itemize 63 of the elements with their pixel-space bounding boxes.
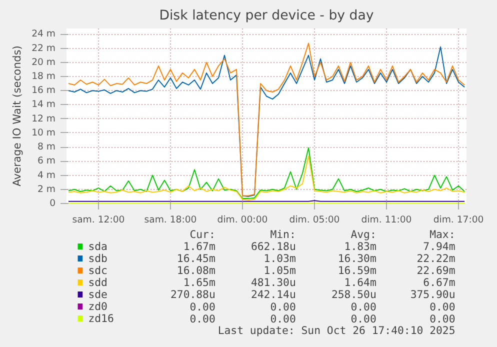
y-tick-label: 18 m [32,70,56,82]
legend-label: sdc [88,264,108,277]
text: 6.67m [423,276,456,289]
x-tick-label: dim. 11:00 [361,214,412,226]
text: 16.45m [176,252,216,265]
x-tick-label: dim. 05:00 [289,214,340,226]
x-tick-label: dim. 00:00 [217,214,268,226]
text: 1.05m [264,264,296,277]
text: 1.65m [183,276,216,289]
legend-label: zd16 [88,312,114,325]
y-tick-label: 24 m [32,28,56,40]
y-tick-label: 22 m [32,42,56,54]
text: 7.94m [423,240,456,253]
y-tick-label: 12 m [32,113,56,124]
y-tick-label: 16 m [32,85,56,96]
x-tick-label: sam. 12:00 [72,214,125,226]
text: Cur: [190,228,216,241]
y-axis-title: Average IO Wait (seconds) [10,46,24,186]
y-tick-label: 2 m [38,184,56,195]
text: 0.00 [190,300,216,314]
legend-label: sdb [88,252,108,265]
legend-label: sdd [88,276,108,289]
text: 0.00 [430,300,456,314]
text: 0.00 [190,312,216,326]
text: 22.22m [416,252,456,265]
chart-title: Disk latency per device - by day [159,8,374,24]
text: 1.83m [344,240,376,253]
text: 0.00 [350,312,376,326]
text: 0.00 [270,300,296,314]
text: 16.59m [338,264,376,277]
legend-label: zd0 [88,300,108,313]
y-tick-label: 6 m [38,156,56,167]
y-tick-label: 20 m [32,56,56,68]
text: 0.00 [430,312,456,326]
text: 481.30u [250,276,296,289]
text: 16.08m [176,264,216,277]
line-series [68,147,466,200]
text: 270.88u [170,288,216,301]
text: 258.50u [331,288,376,301]
text: 242.14u [250,288,296,301]
text: 1.03m [264,252,296,265]
text: 22.69m [416,264,456,277]
text: 1.67m [183,240,216,253]
y-tick-label: 8 m [38,142,56,153]
text: Last update: Sun Oct 26 17:40:10 2025 [218,324,456,337]
text: 0.00 [270,312,296,326]
x-tick-label: sam. 18:00 [144,214,197,226]
text: 0.00 [350,300,376,314]
legend-label: sda [88,240,108,253]
line-series [68,156,466,200]
text: Avg: [350,228,376,241]
text: Min: [270,228,296,241]
text: Max: [430,228,456,241]
text: 16.30m [338,252,376,265]
y-tick-label: 0 [50,198,56,209]
y-tick-label: 10 m [32,127,56,138]
legend-label: sde [88,288,108,301]
y-tick-label: 14 m [32,99,56,110]
text: 375.90u [410,288,456,301]
y-tick-label: 4 m [38,170,56,181]
text: 662.18u [250,240,296,253]
x-tick-label: dim. 17:00 [433,214,484,226]
text: 1.64m [344,276,376,289]
